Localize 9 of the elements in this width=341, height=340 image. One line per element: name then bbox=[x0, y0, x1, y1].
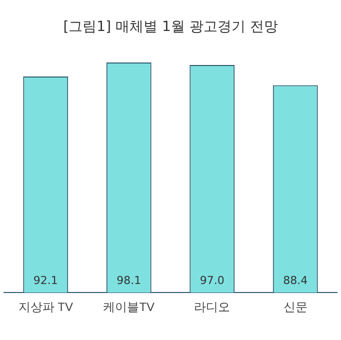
x-tick-label: 케이블TV bbox=[103, 300, 155, 314]
data-label: 97.0 bbox=[200, 274, 224, 287]
x-tick-label: 신문 bbox=[283, 300, 308, 314]
chart-title: [그림1] 매체별 1월 광고경기 전망 bbox=[62, 18, 279, 37]
x-tick-label: 라디오 bbox=[194, 300, 230, 314]
data-label: 98.1 bbox=[116, 274, 142, 287]
x-tick-label: 지상파 TV bbox=[18, 300, 73, 314]
data-label: 88.4 bbox=[283, 274, 308, 287]
data-label: 92.1 bbox=[33, 274, 58, 287]
